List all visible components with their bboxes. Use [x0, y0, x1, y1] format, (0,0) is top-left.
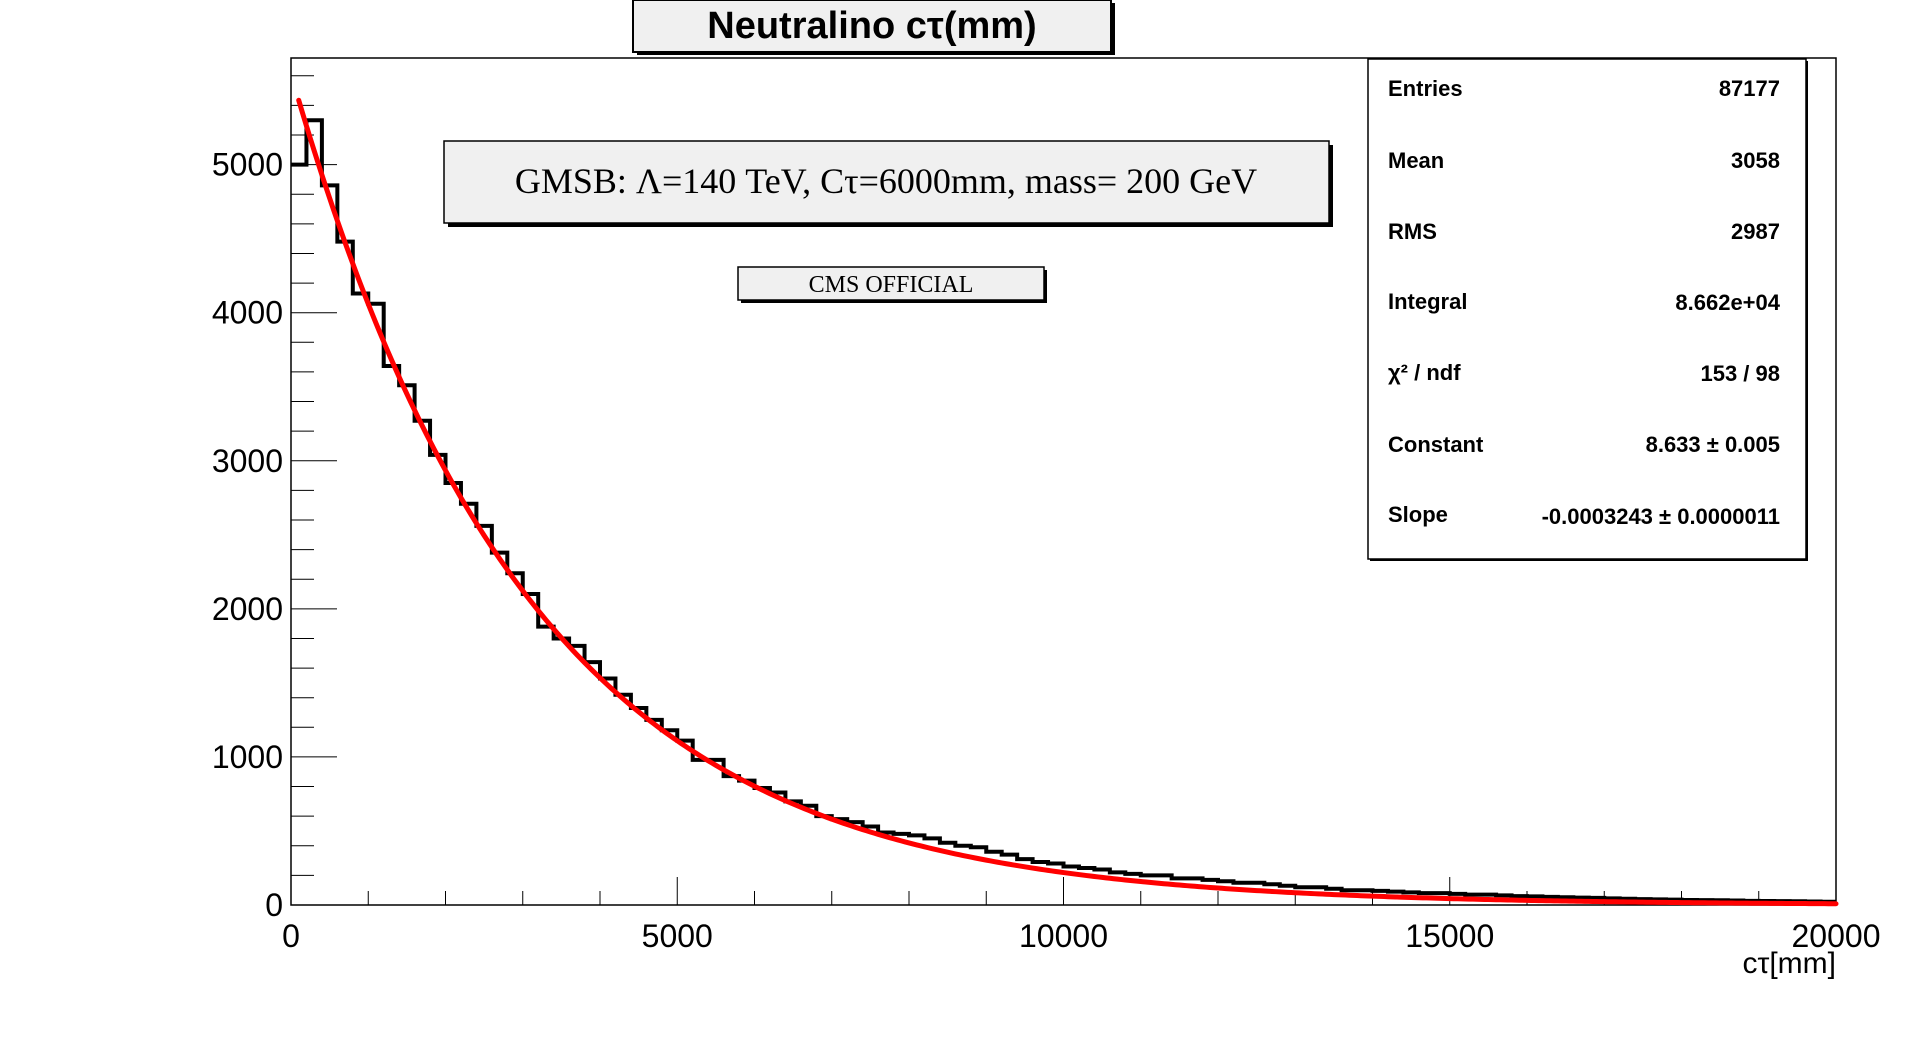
x-tick-label: 20000 [1792, 918, 1881, 954]
y-tick-label: 5000 [212, 147, 283, 183]
stats-row-value: 8.662e+04 [1675, 290, 1780, 315]
fit-curve [296, 97, 1839, 907]
stats-row-value: 3058 [1731, 148, 1780, 173]
stats-row-label: χ² / ndf [1388, 360, 1461, 385]
stats-box: Entries 87177 Mean 3058 RMS 2987 Integral 8.662… [1367, 58, 1808, 561]
model-label-frame [443, 140, 1330, 224]
title-box: Neutralino cτ(mm) [632, 0, 1115, 55]
y-tick-label: 2000 [212, 591, 283, 627]
stats-row-value: 87177 [1719, 76, 1780, 101]
y-axis-tick-labels: 0 1000 2000 3000 4000 5000 [212, 147, 283, 923]
stats-row-value: -0.0003243 ± 0.0000011 [1542, 504, 1780, 529]
title-box-frame [632, 0, 1112, 53]
stats-row-value: 2987 [1731, 219, 1780, 244]
stats-row: RMS 2987 [1388, 219, 1780, 244]
stats-row-label: Entries [1388, 76, 1463, 101]
x-axis-ticks [290, 877, 1837, 905]
stats-rows: Entries 87177 Mean 3058 RMS 2987 Integral 8.662… [1388, 76, 1781, 529]
stats-row: Integral 8.662e+04 [1388, 289, 1781, 315]
histogram-outline [291, 118, 1836, 904]
model-label-text: GMSB: Λ=140 TeV, Cτ=6000mm, mass= 200 Ge… [515, 161, 1257, 201]
fit-series [296, 97, 1839, 907]
stats-row: Constant 8.633 ± 0.005 [1388, 432, 1780, 457]
y-tick-label: 4000 [212, 295, 283, 331]
x-tick-label: 15000 [1405, 918, 1494, 954]
official-label-box: CMS OFFICIAL [737, 266, 1047, 303]
y-tick-label: 0 [265, 887, 283, 923]
y-tick-label: 1000 [212, 739, 283, 775]
x-tick-label: 0 [282, 918, 300, 954]
official-label-text: CMS OFFICIAL [809, 272, 974, 298]
chart-title: Neutralino cτ(mm) [707, 5, 1036, 47]
x-axis-tick-labels: 0 5000 10000 15000 20000 [282, 918, 1880, 954]
stats-row: Slope -0.0003243 ± 0.0000011 [1388, 502, 1780, 529]
stats-row: χ² / ndf 153 / 98 [1388, 360, 1780, 386]
stats-row: Mean 3058 [1388, 148, 1780, 173]
stats-row-value: 8.633 ± 0.005 [1646, 432, 1780, 457]
histogram-series [291, 118, 1836, 904]
official-label-frame [737, 266, 1045, 301]
y-tick-label: 3000 [212, 443, 283, 479]
stats-row-label: Integral [1388, 289, 1467, 314]
x-tick-label: 5000 [642, 918, 713, 954]
stats-row-label: Slope [1388, 502, 1448, 527]
x-tick-label: 10000 [1019, 918, 1108, 954]
stats-row-label: Mean [1388, 148, 1444, 173]
x-axis-label: cτ[mm] [1742, 947, 1836, 980]
stats-row-label: RMS [1388, 219, 1437, 244]
stats-row-value: 153 / 98 [1700, 361, 1780, 386]
stats-row-label: Constant [1388, 432, 1484, 457]
y-axis-ticks [291, 75, 337, 906]
stats-row: Entries 87177 [1388, 76, 1780, 101]
stats-box-frame [1367, 58, 1807, 560]
model-label-box: GMSB: Λ=140 TeV, Cτ=6000mm, mass= 200 Ge… [443, 140, 1333, 227]
